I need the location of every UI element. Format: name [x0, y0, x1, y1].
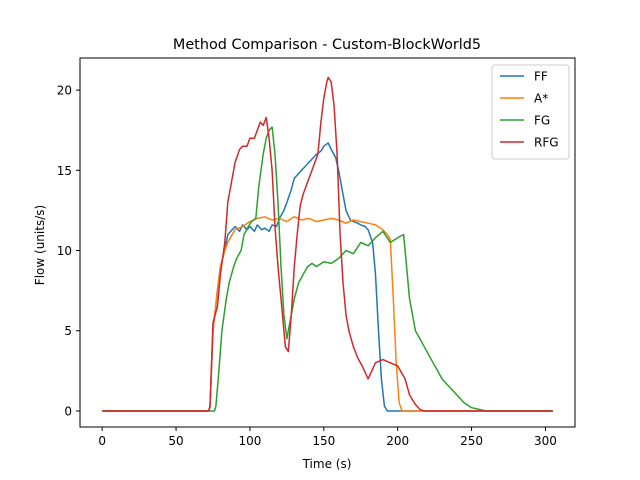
x-tick-label: 200 [386, 434, 409, 448]
series-line-ff [102, 142, 553, 412]
series-line-astar [102, 216, 553, 412]
x-axis-label: Time (s) [302, 457, 352, 471]
x-tick-label: 0 [98, 434, 106, 448]
y-tick-label: 20 [57, 84, 72, 98]
y-tick-label: 10 [57, 244, 72, 258]
x-tick-label: 150 [312, 434, 335, 448]
x-tick-label: 100 [238, 434, 261, 448]
series-line-fg [102, 126, 553, 412]
legend: FF A* FG RFG [491, 64, 570, 160]
x-tick-label: 250 [460, 434, 483, 448]
y-tick-label: 0 [64, 404, 72, 418]
y-tick-label: 5 [64, 324, 72, 338]
legend-label: FG [534, 114, 550, 128]
x-tick-label: 300 [534, 434, 557, 448]
x-axis: 0 50 100 150 200 250 300 [98, 427, 557, 448]
legend-label: RFG [534, 136, 559, 150]
plot-area [102, 76, 553, 412]
legend-label: FF [534, 70, 548, 84]
x-tick-label: 50 [168, 434, 183, 448]
legend-label: A* [534, 92, 548, 106]
y-tick-label: 15 [57, 164, 72, 178]
y-axis-label: Flow (units/s) [33, 205, 47, 285]
plot-frame [79, 57, 576, 428]
chart-title: Method Comparison - Custom-BlockWorld5 [173, 37, 481, 53]
legend-box [491, 64, 570, 160]
y-axis: 0 5 10 15 20 [57, 84, 80, 418]
series-line-rfg [102, 76, 553, 412]
